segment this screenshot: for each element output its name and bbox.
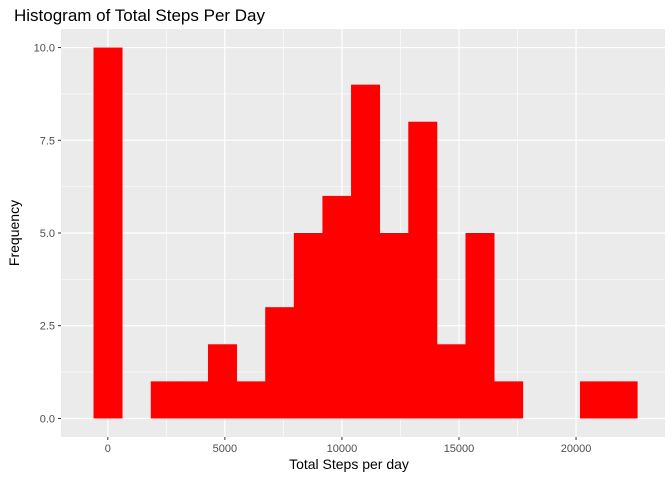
x-axis-title: Total Steps per day bbox=[289, 456, 409, 472]
y-axis-ticks: 0.0 2.5 5.0 7.5 10.0 bbox=[34, 43, 61, 425]
histogram-bar bbox=[494, 381, 524, 419]
histogram-bar bbox=[207, 344, 237, 419]
x-tick-label: 0 bbox=[105, 443, 111, 455]
x-tick-label: 10000 bbox=[327, 443, 358, 455]
histogram-bar bbox=[465, 233, 495, 419]
histogram-bar bbox=[236, 381, 266, 419]
y-tick-label: 0.0 bbox=[40, 413, 55, 425]
histogram-bar bbox=[579, 381, 609, 419]
y-tick-label: 2.5 bbox=[40, 321, 55, 333]
x-tick-label: 20000 bbox=[561, 443, 592, 455]
histogram-bar bbox=[322, 195, 352, 419]
y-tick-label: 10.0 bbox=[34, 43, 55, 55]
y-axis-title: Frequency bbox=[6, 200, 22, 266]
x-tick-label: 15000 bbox=[444, 443, 475, 455]
histogram-bar bbox=[179, 381, 209, 419]
histogram-bar bbox=[379, 233, 409, 419]
histogram-bar bbox=[265, 307, 295, 419]
histogram-bar bbox=[150, 381, 180, 419]
y-tick-label: 5.0 bbox=[40, 228, 55, 240]
bars bbox=[93, 47, 638, 419]
histogram-bar bbox=[293, 233, 323, 419]
histogram-bar bbox=[408, 121, 438, 419]
histogram-bar bbox=[608, 381, 638, 419]
chart-title: Histogram of Total Steps Per Day bbox=[14, 6, 266, 25]
histogram-bar bbox=[436, 344, 466, 419]
histogram-bar bbox=[351, 84, 381, 419]
y-tick-label: 7.5 bbox=[40, 135, 55, 147]
x-tick-label: 5000 bbox=[213, 443, 237, 455]
x-axis-ticks: 0 5000 10000 15000 20000 bbox=[105, 437, 592, 455]
histogram-bar bbox=[93, 47, 123, 419]
